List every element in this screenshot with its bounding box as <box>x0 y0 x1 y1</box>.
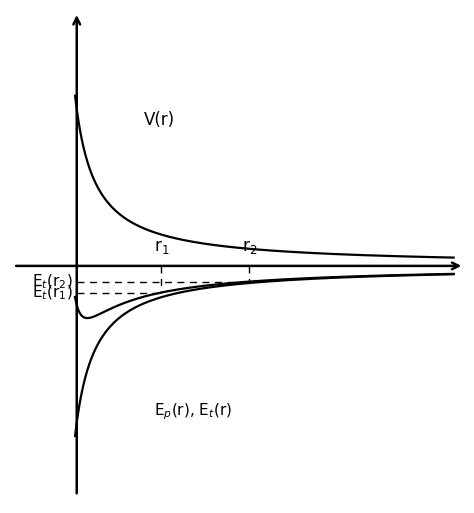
Text: E$_t$(r$_1$): E$_t$(r$_1$) <box>32 283 73 302</box>
Text: E$_p$(r), E$_t$(r): E$_p$(r), E$_t$(r) <box>154 401 232 422</box>
Text: r$_1$: r$_1$ <box>154 239 169 256</box>
Text: r$_2$: r$_2$ <box>242 239 257 256</box>
Text: V(r): V(r) <box>144 111 175 129</box>
Text: E$_t$(r$_2$): E$_t$(r$_2$) <box>32 272 73 291</box>
